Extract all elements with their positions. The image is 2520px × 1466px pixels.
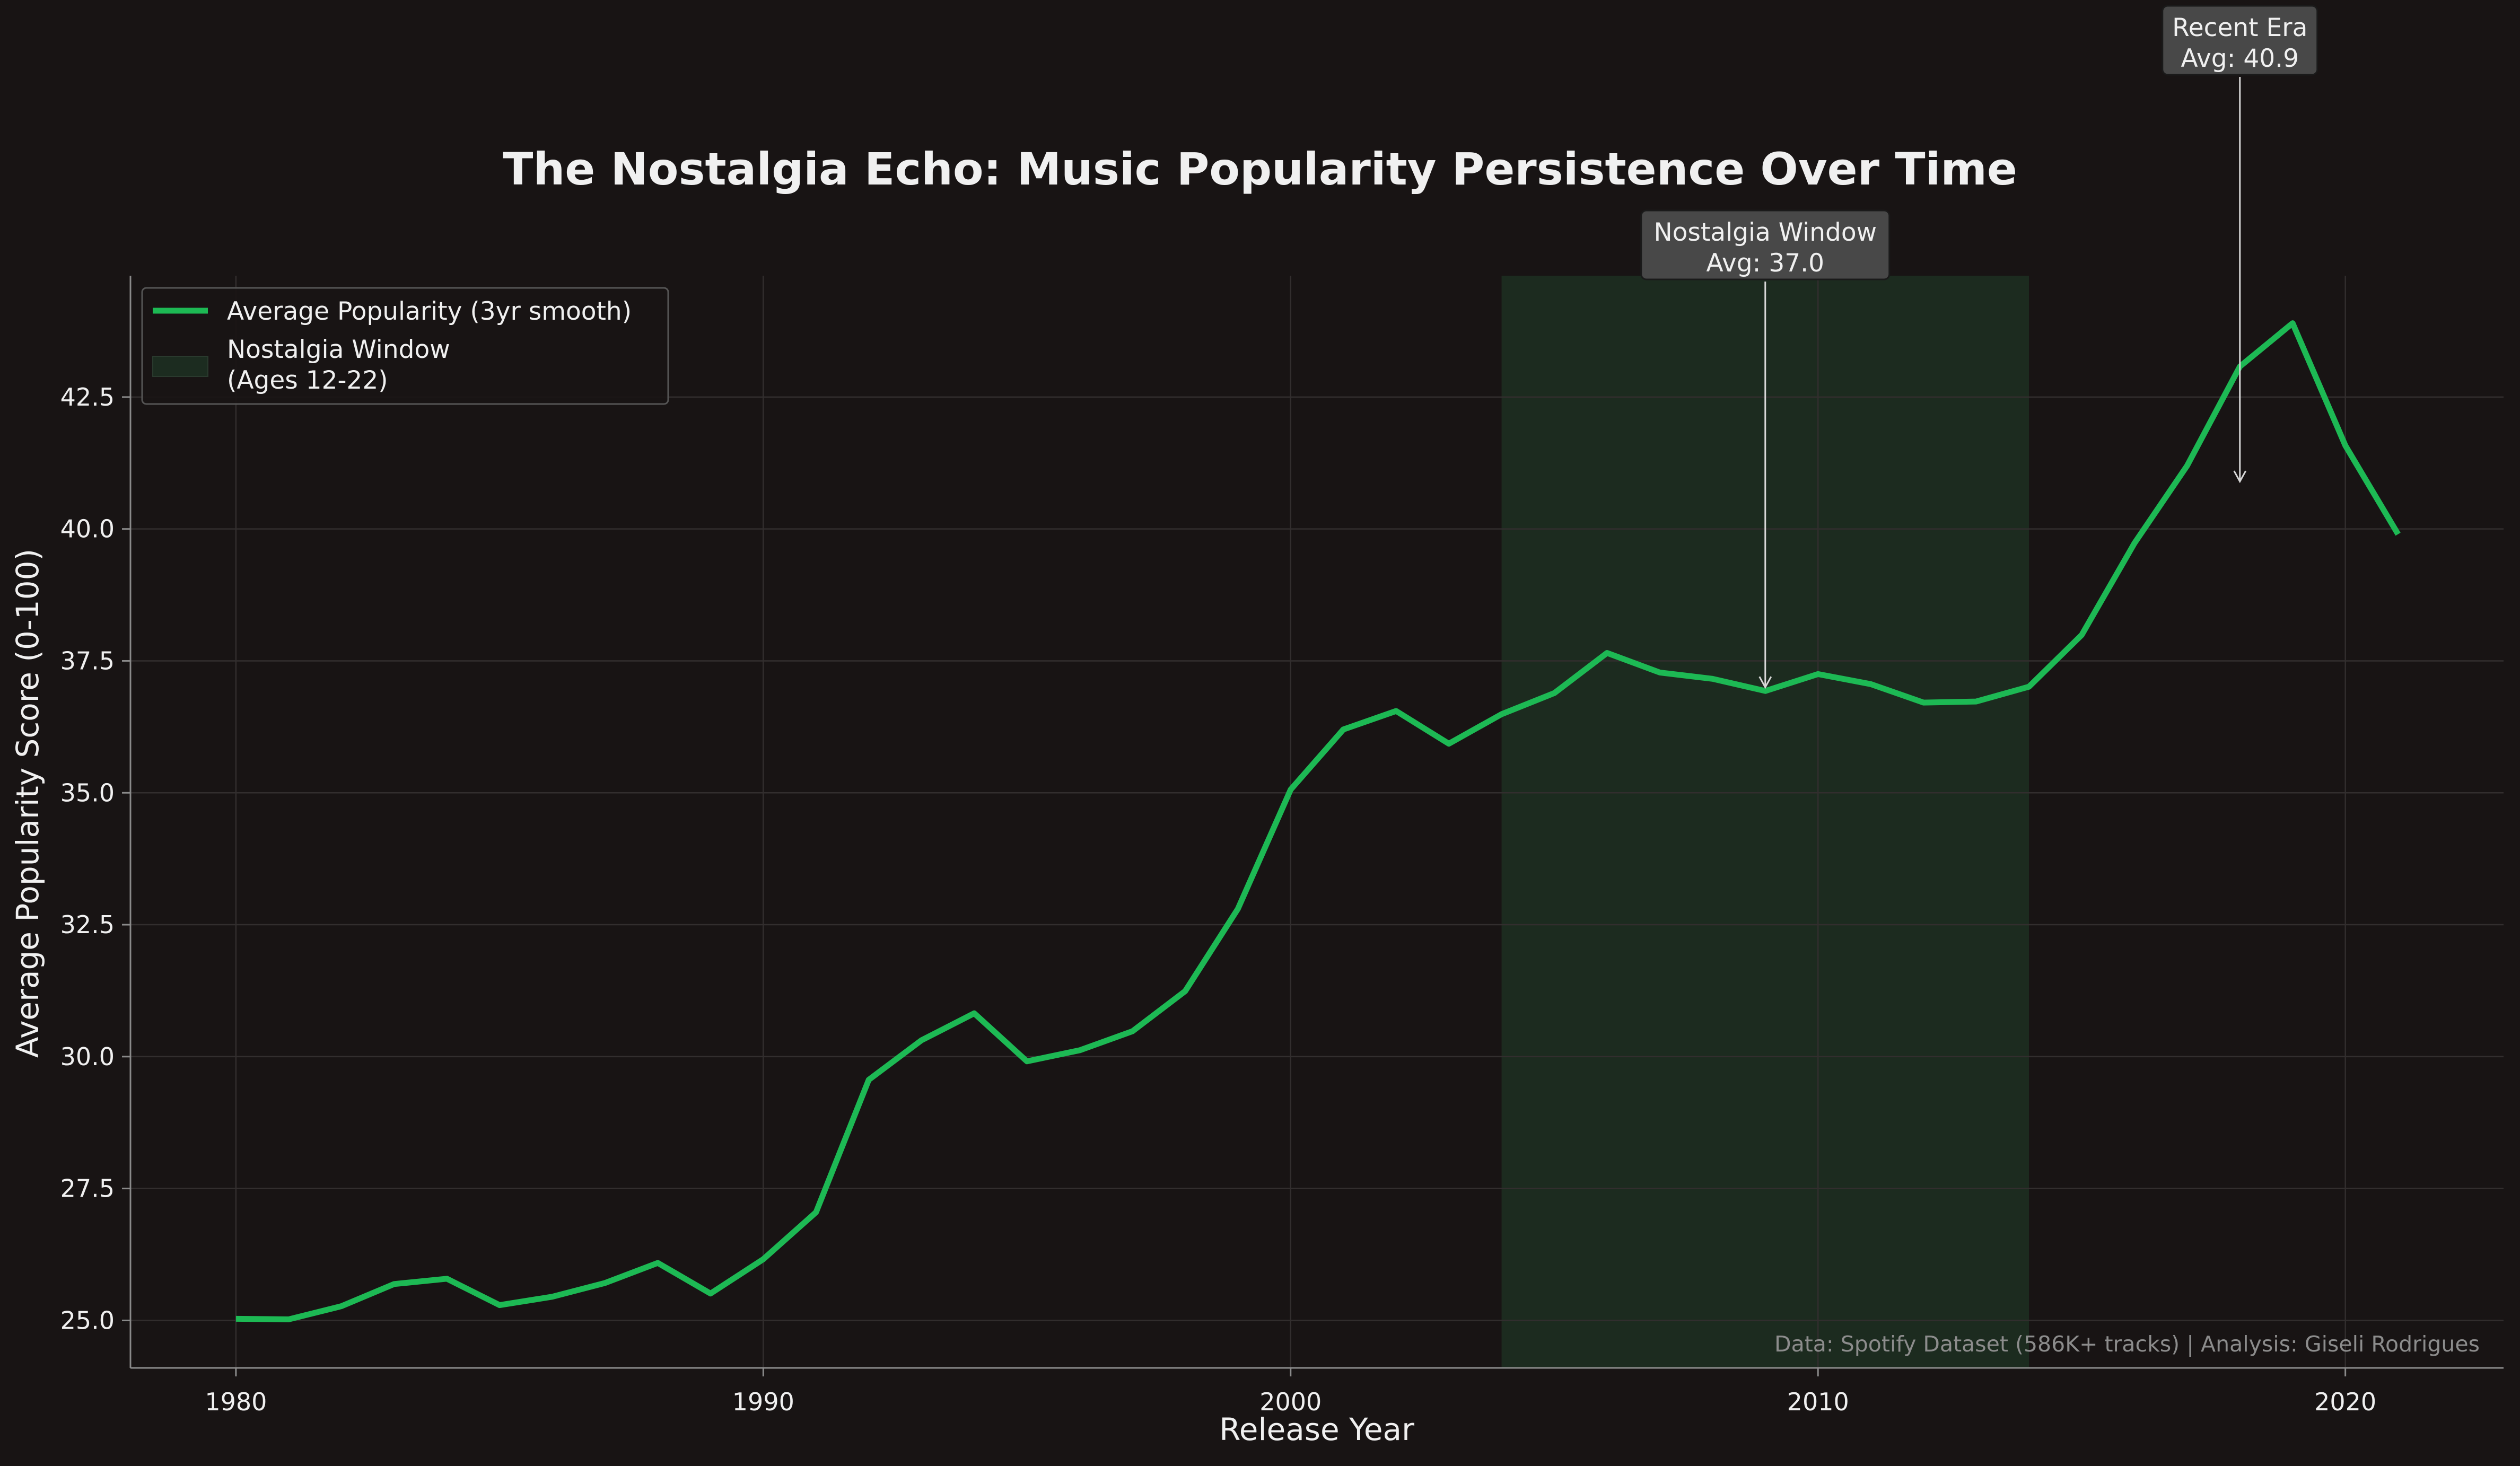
legend-layer: Average Popularity (3yr smooth) Nostalgia… [141, 287, 669, 405]
legend-label-region: Nostalgia Window(Ages 12-22) [227, 335, 450, 395]
x-tick-label: 1980 [205, 1388, 267, 1416]
y-tick-label: 35.0 [60, 778, 115, 807]
chart-title: The Nostalgia Echo: Music Popularity Per… [503, 143, 2017, 195]
legend-frame [141, 287, 669, 405]
y-tick-label: 27.5 [60, 1174, 115, 1203]
annotation-arrowhead [2233, 470, 2247, 484]
y-axis-label: Average Popularity Score (0-100) [10, 549, 46, 1058]
x-tick-label: 1990 [732, 1388, 794, 1416]
y-tick-label: 25.0 [60, 1306, 115, 1335]
legend: Average Popularity (3yr smooth) Nostalgia… [141, 287, 669, 405]
x-tick-label: 2000 [1259, 1388, 1322, 1416]
y-tick-label: 32.5 [60, 910, 115, 939]
y-tick-label: 40.0 [60, 515, 115, 543]
series-layer [235, 320, 2401, 1322]
svg-text:Avg: 40.9: Avg: 40.9 [2181, 44, 2299, 73]
y-tick-label: 37.5 [60, 646, 115, 675]
legend-swatch-region [152, 356, 208, 377]
x-tick-label: 2020 [2314, 1388, 2376, 1416]
y-tick-label: 42.5 [60, 383, 115, 411]
annotation-arrowhead [1758, 676, 1772, 689]
svg-text:Nostalgia Window: Nostalgia Window [227, 335, 450, 364]
annotation-box [2162, 5, 2318, 76]
annotation-box [1640, 209, 1891, 280]
svg-text:Nostalgia Window: Nostalgia Window [1653, 218, 1877, 247]
grid-layer [130, 276, 2504, 1368]
x-axis-label: Release Year [1219, 1411, 1414, 1447]
series-line-average-popularity [235, 320, 2401, 1322]
footnote: Data: Spotify Dataset (586K+ tracks) | A… [1774, 1331, 2480, 1357]
x-tick-label: 2010 [1787, 1388, 1849, 1416]
legend-label-series: Average Popularity (3yr smooth) [227, 297, 632, 326]
svg-text:(Ages 12-22): (Ages 12-22) [227, 366, 388, 395]
svg-text:Recent Era: Recent Era [2172, 13, 2307, 42]
axes-layer: 1980 1990 2000 2010 2020 25.0 27.5 30.0 32.5 35.0… [60, 276, 2504, 1416]
y-tick-label: 30.0 [60, 1042, 115, 1071]
svg-text:Avg: 37.0: Avg: 37.0 [1707, 249, 1824, 278]
